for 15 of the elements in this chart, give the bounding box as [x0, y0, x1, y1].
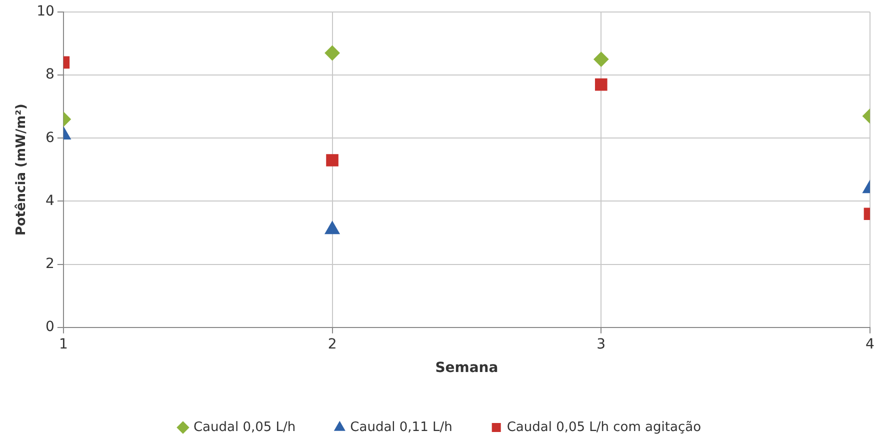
y-tick-label: 10 — [36, 4, 54, 20]
y-tick-label: 2 — [45, 256, 54, 272]
x-tick-label: 2 — [328, 336, 337, 352]
x-tick-label: 3 — [596, 336, 606, 352]
y-tick-label: 8 — [45, 66, 54, 83]
legend-label: Caudal 0,05 L/h com agitação — [506, 420, 702, 435]
legend-label: Caudal 0,05 L/h — [193, 420, 296, 435]
legend-label: Caudal 0,11 L/h — [350, 420, 452, 435]
y-tick-label: 4 — [45, 192, 54, 209]
y-tick-label: 0 — [45, 319, 54, 336]
y-tick-label: 6 — [45, 130, 54, 146]
y-axis-title: Potência (mW/m²) — [14, 104, 30, 236]
x-tick-label: 1 — [58, 336, 68, 352]
x-tick-label: 4 — [866, 336, 875, 352]
x-axis-title: Semana — [435, 360, 498, 376]
